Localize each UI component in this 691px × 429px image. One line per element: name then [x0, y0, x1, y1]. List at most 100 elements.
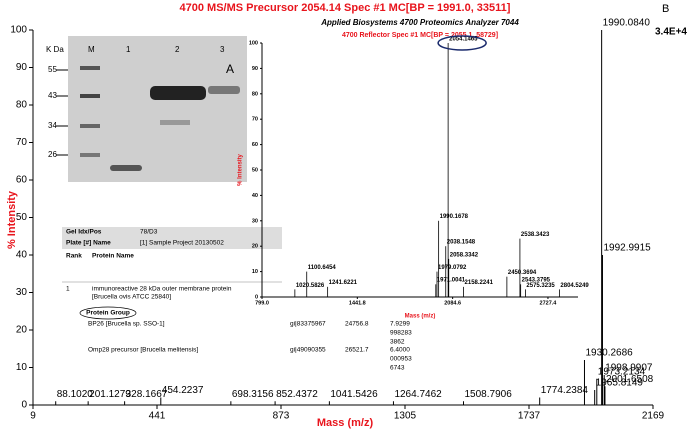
panel-label: B	[662, 3, 669, 15]
cell: Omp28 precursor [Brucella melitensis]	[88, 347, 198, 354]
peak-label: 201.1279	[89, 389, 131, 400]
y-tick-label: 30	[252, 218, 258, 224]
cell: Rank	[66, 253, 82, 260]
y-tick-label: 0	[255, 294, 258, 300]
peak-label: 1979.0792	[438, 265, 467, 271]
peak-label: 1973.2134	[598, 366, 646, 377]
cell: 6.4000	[390, 347, 410, 354]
peak-label: 1100.6454	[308, 265, 337, 271]
x-tick-label: 1737	[518, 411, 541, 422]
cell: Protein Name	[92, 253, 134, 260]
peak-label: 1041.5426	[330, 389, 378, 400]
x-tick-label: 1441.8	[349, 300, 366, 306]
peak-label: 88.1020	[57, 389, 94, 400]
peak-label: 2538.3423	[521, 232, 550, 238]
cell: BP26 [Brucella sp. SSO-1]	[88, 321, 165, 328]
gel-image	[56, 36, 247, 182]
peak-label: 2450.3694	[508, 270, 537, 276]
peak-label: 1992.9915	[603, 243, 651, 254]
y-tick-label: 50	[252, 167, 258, 173]
y-tick-label: 10	[252, 269, 258, 275]
peak-label: 2543.3795	[522, 278, 551, 284]
cell: Protein Group	[86, 310, 130, 317]
y-tick-label: 100	[10, 25, 27, 36]
inset-x-label: Mass (m/z)	[405, 314, 436, 320]
y-tick-label: 60	[16, 175, 28, 186]
x-tick-label: 441	[149, 411, 166, 422]
peak-label: 852.4372	[276, 389, 318, 400]
cell: Plate [#] Name	[66, 240, 111, 247]
y-tick-label: 70	[16, 137, 28, 148]
cell: 78/D3	[140, 229, 158, 236]
cell: 1	[66, 286, 70, 293]
cell: gi|83375967	[290, 321, 326, 328]
y-tick-label: 90	[252, 66, 258, 72]
y-tick-label: 10	[16, 362, 28, 373]
cell: 6743	[390, 365, 405, 372]
y-tick-label: 20	[16, 325, 28, 336]
lane-label: M	[88, 45, 95, 54]
lane-label: 1	[126, 45, 131, 54]
inset-y-label: % Intensity	[238, 154, 244, 186]
y-tick-label: 100	[249, 40, 258, 46]
peak-label: 2054.1465	[449, 36, 478, 42]
peak-label: 1020.5826	[296, 283, 325, 289]
peak-label: 698.3156	[232, 389, 274, 400]
cell: 24756.8	[345, 321, 369, 328]
cell: 998283	[390, 330, 412, 337]
marker-label: 43	[48, 91, 57, 100]
peak-label: 2001.6508	[606, 374, 654, 385]
y-tick-label: 50	[16, 212, 28, 223]
lane-label: 2	[175, 45, 180, 54]
cell: immunoreactive 28 kDa outer membrane pro…	[92, 286, 232, 293]
y-tick-label: 60	[252, 142, 258, 148]
peak-label: 1930.2686	[585, 348, 633, 359]
peak-label: 1264.7462	[394, 389, 442, 400]
cell: [Brucella ovis ATCC 25840]	[92, 294, 171, 301]
y-tick-label: 40	[252, 193, 258, 199]
cell: 000953	[390, 356, 412, 363]
x-tick-label: 799.0	[255, 300, 269, 306]
cell: Gel Idx/Pos	[66, 229, 102, 236]
x-tick-label: 1305	[394, 411, 417, 422]
marker-label: 34	[48, 121, 57, 130]
inset-subtitle: 4700 Reflector Spec #1 MC[BP = 2055.1, 5…	[342, 32, 498, 39]
cell: 26521.7	[345, 347, 369, 354]
peak-label: 1990.0840	[603, 18, 651, 29]
y-tick-label: 80	[16, 100, 28, 111]
y-tick-label: 30	[16, 287, 28, 298]
x-tick-label: 873	[273, 411, 290, 422]
inset-title: Applied Biosystems 4700 Proteomics Analy…	[320, 18, 519, 27]
marker-label: 26	[48, 150, 57, 159]
y-tick-label: 40	[16, 250, 28, 261]
y-tick-label: 20	[252, 244, 258, 250]
peak-label: 2058.3342	[450, 252, 479, 258]
x-tick-label: 2169	[642, 411, 665, 422]
peak-label: 1998.9907	[605, 363, 653, 374]
y-tick-label: 90	[16, 62, 28, 73]
x-tick-label: 2727.4	[540, 300, 558, 306]
group-oval	[79, 306, 137, 320]
peak-label: 454.2237	[162, 385, 204, 396]
y-tick-label: 0	[21, 400, 27, 411]
cell: [1] Sample Project 20130502	[140, 240, 224, 247]
lane-label: 3	[220, 45, 225, 54]
chart-title: 4700 MS/MS Precursor 2054.14 Spec #1 MC[…	[180, 2, 511, 14]
peak-label: 328.1667	[126, 389, 168, 400]
peak-label: 2575.3235	[526, 283, 555, 289]
peak-label: 1508.7906	[464, 389, 512, 400]
cell: 7.9299	[390, 321, 410, 328]
table-header-bg	[62, 227, 282, 249]
peak-label: 2038.1548	[447, 240, 476, 246]
peak-label: 1965.8149	[596, 378, 644, 389]
cell: gi|49090355	[290, 347, 326, 354]
x-tick-label: 2084.6	[444, 300, 461, 306]
x-tick-label: 9	[30, 411, 36, 422]
panel-label: A	[226, 62, 234, 76]
marker-label: 55	[48, 65, 57, 74]
peak-label: 1971.0041	[437, 278, 466, 284]
peak-label: 1241.6221	[329, 280, 358, 286]
scale-note: 3.4E+4	[655, 27, 687, 38]
peak-label: 1990.1678	[440, 214, 469, 220]
